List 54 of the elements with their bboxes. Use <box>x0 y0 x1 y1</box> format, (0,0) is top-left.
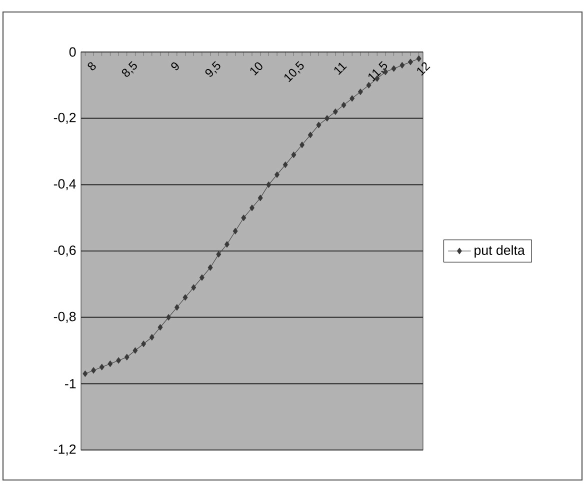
x-tick-label: 9,5 <box>205 61 220 77</box>
y-tick-label: -1 <box>65 379 76 388</box>
point <box>266 181 272 188</box>
point <box>182 294 188 301</box>
point <box>258 194 263 202</box>
point <box>166 314 172 321</box>
point <box>216 251 222 258</box>
point <box>199 274 204 281</box>
point <box>332 108 338 115</box>
point <box>400 62 405 68</box>
point <box>108 360 113 367</box>
x-tick-label: 8 <box>88 62 96 70</box>
point <box>99 364 104 370</box>
point <box>82 370 88 377</box>
point <box>416 55 422 62</box>
point <box>274 172 280 178</box>
point <box>324 115 330 122</box>
point <box>132 347 138 354</box>
point <box>232 228 238 234</box>
point <box>358 88 363 96</box>
point <box>116 357 122 364</box>
y-tick-label: -0,8 <box>54 312 76 323</box>
x-tick-label: 8,5 <box>122 61 137 77</box>
point <box>308 132 313 138</box>
point <box>158 324 163 330</box>
y-tick-label: -0,6 <box>54 245 76 257</box>
point <box>300 142 305 148</box>
point <box>250 204 254 212</box>
y-tick-label: 0 <box>69 47 76 57</box>
point <box>366 82 372 88</box>
point <box>282 162 288 168</box>
y-tick-label: -0,4 <box>54 179 76 190</box>
point <box>316 122 322 128</box>
point <box>241 214 246 222</box>
point <box>341 102 346 108</box>
point <box>291 152 296 158</box>
point <box>149 334 154 340</box>
point <box>191 284 196 291</box>
legend-label: put delta <box>474 245 525 258</box>
point <box>124 354 130 360</box>
x-tick-label: 10 <box>250 62 262 76</box>
point <box>141 340 146 348</box>
point <box>408 58 413 66</box>
x-tick-label: 12 <box>417 62 430 76</box>
x-tick-label: 11 <box>334 62 347 75</box>
y-tick-label: -0,2 <box>54 112 76 124</box>
y-tick-label: -1,2 <box>54 444 76 456</box>
point <box>208 264 213 271</box>
x-tick-label: 9 <box>171 62 179 70</box>
point <box>174 304 180 311</box>
point <box>91 367 96 374</box>
point <box>224 241 230 248</box>
point <box>391 65 396 72</box>
point <box>350 95 355 102</box>
